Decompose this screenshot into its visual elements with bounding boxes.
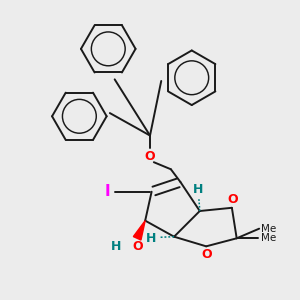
Text: O: O (202, 248, 212, 261)
Text: H: H (111, 240, 121, 253)
Text: H: H (146, 232, 156, 245)
Text: O: O (227, 193, 238, 206)
Polygon shape (134, 220, 145, 240)
Text: I: I (104, 184, 110, 199)
Text: O: O (145, 150, 155, 163)
Text: Me: Me (261, 233, 276, 243)
Text: Me: Me (261, 224, 276, 234)
Text: H: H (193, 183, 203, 196)
Text: O: O (132, 240, 143, 253)
